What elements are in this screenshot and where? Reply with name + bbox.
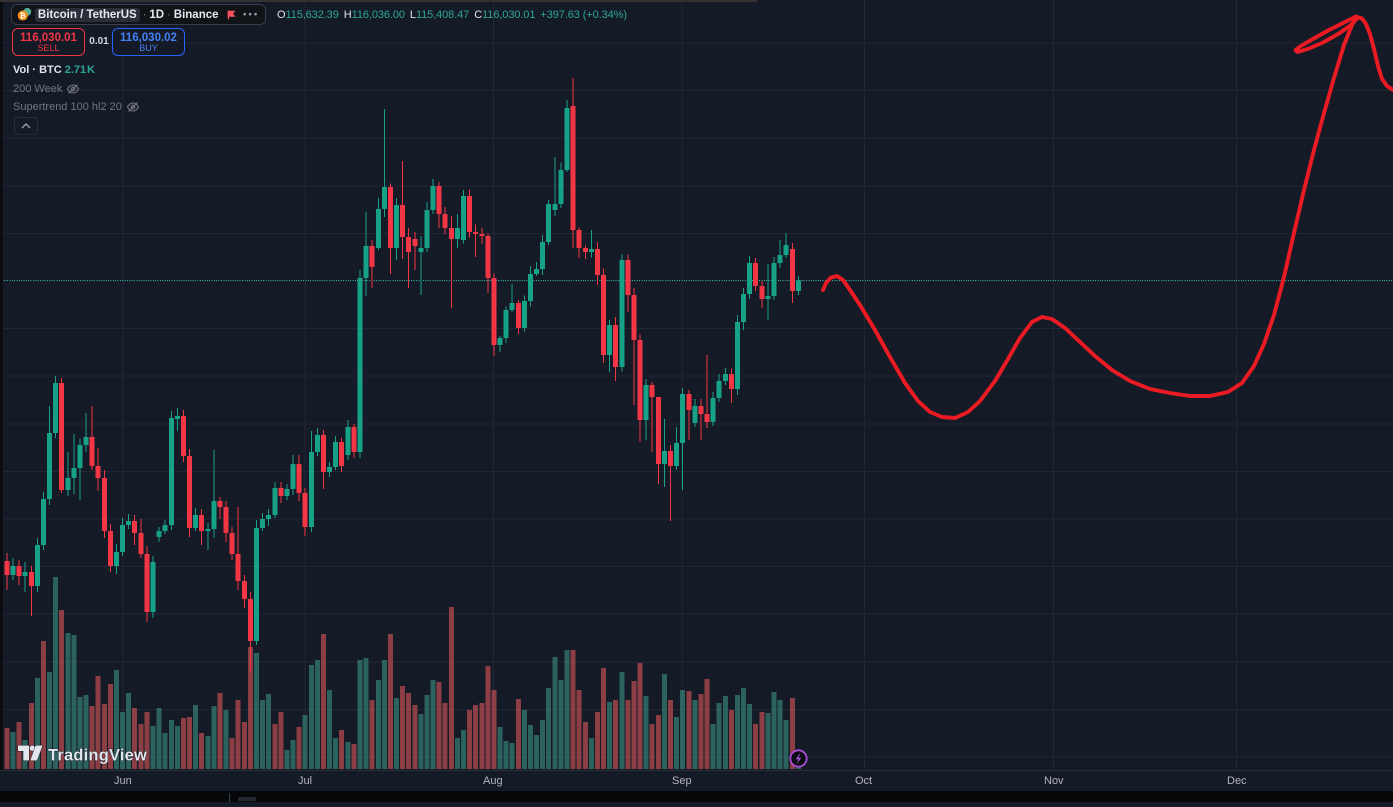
svg-text:TradingView: TradingView [48,747,147,765]
svg-text:₿: ₿ [20,12,26,20]
